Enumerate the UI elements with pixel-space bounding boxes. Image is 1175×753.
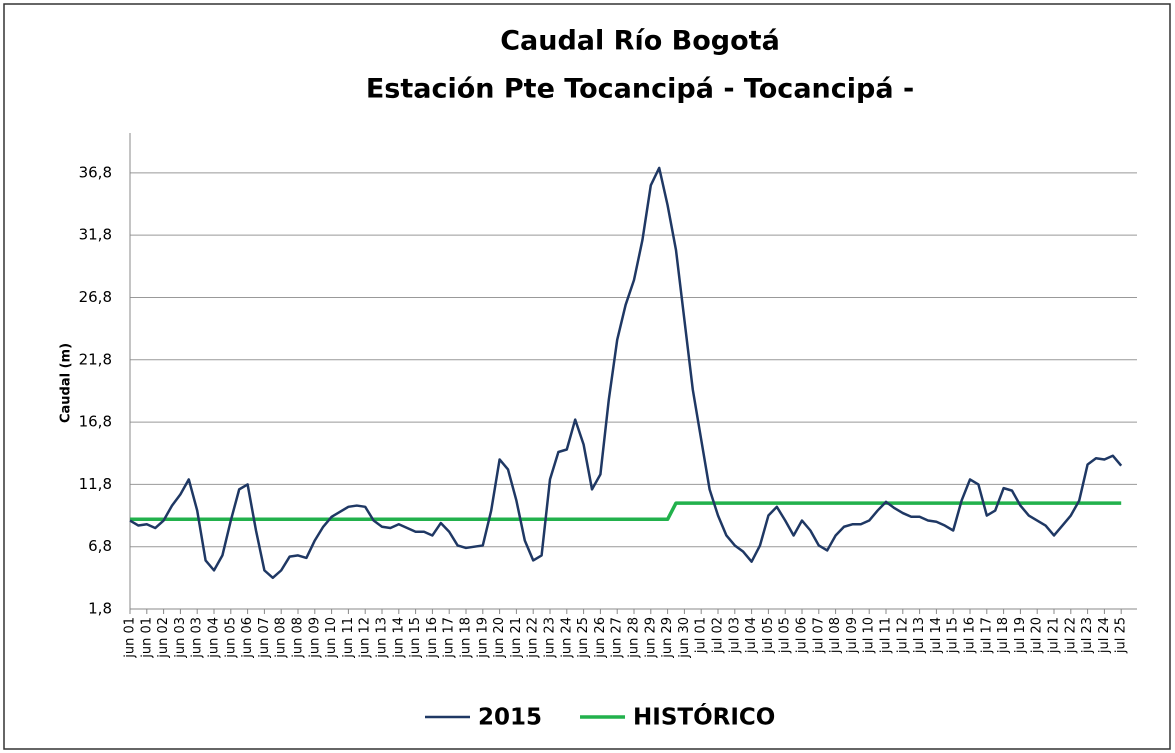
x-tick-label: jun 27 (610, 617, 625, 659)
x-tick-label: jul 25 (1114, 617, 1129, 654)
x-tick-label: jul 19 (1013, 617, 1028, 654)
legend-label: HISTÓRICO (633, 703, 775, 731)
x-tick-label: jun 12 (358, 617, 373, 659)
x-tick-label: jun 20 (492, 617, 507, 659)
x-tick-label: jul 05 (761, 617, 776, 654)
x-tick-label: jul 17 (979, 617, 994, 654)
x-tick-label: jun 21 (509, 617, 524, 659)
x-tick-label: jun 05 (223, 617, 238, 659)
x-tick-label: jun 03 (173, 617, 188, 659)
x-tick-label: jul 20 (1030, 617, 1045, 654)
y-tick-label: 11,8 (79, 475, 112, 493)
x-tick-label: jul 04 (744, 617, 759, 654)
y-tick-label: 31,8 (79, 226, 112, 244)
x-tick-label: jul 09 (845, 617, 860, 654)
x-tick-label: jun 11 (341, 617, 356, 659)
x-tick-label: jun 25 (576, 617, 591, 659)
x-tick-label: jun 10 (324, 617, 339, 659)
x-tick-label: jun 01 (123, 617, 138, 659)
x-tick-label: jul 11 (879, 617, 894, 654)
legend-label: 2015 (478, 705, 542, 731)
x-tick-label: jul 02 (711, 617, 726, 654)
x-tick-label: jul 06 (795, 617, 810, 654)
y-tick-label: 16,8 (79, 413, 112, 431)
x-tick-label: jun 23 (543, 617, 558, 659)
x-tick-label: jul 24 (1097, 617, 1112, 654)
x-tick-label: jul 21 (1047, 617, 1062, 654)
x-tick-label: jun 02 (156, 617, 171, 659)
x-tick-label: jun 24 (559, 617, 574, 659)
x-tick-label: jun 08 (291, 617, 306, 659)
x-tick-label: jul 12 (895, 617, 910, 654)
x-tick-label: jun 13 (375, 617, 390, 659)
x-tick-label: jul 10 (862, 617, 877, 654)
x-tick-label: jul 05 (778, 617, 793, 654)
x-tick-label: jul 13 (912, 617, 927, 654)
x-tick-label: jun 14 (391, 617, 406, 659)
x-tick-label: jun 08 (274, 617, 289, 659)
y-tick-label: 1,8 (88, 600, 112, 618)
x-tick-label: jun 29 (643, 617, 658, 659)
x-tick-label: jun 03 (190, 617, 205, 659)
y-axis-label: Caudal (m) (59, 343, 74, 423)
x-tick-label: jul 08 (828, 617, 843, 654)
x-tick-label: jun 29 (660, 617, 675, 659)
x-tick-label: jun 06 (240, 617, 255, 659)
y-tick-label: 26,8 (79, 288, 112, 306)
y-tick-label: 36,8 (79, 163, 112, 181)
data-line (129, 166, 1123, 580)
x-tick-label: jul 07 (811, 617, 826, 654)
y-tick-label: 6,8 (88, 537, 112, 555)
x-tick-label: jun 28 (627, 617, 642, 659)
x-tick-label: jun 19 (475, 617, 490, 659)
x-tick-label: jun 18 (459, 617, 474, 659)
x-tick-label: jun 15 (408, 617, 423, 659)
x-tick-label: jul 22 (1063, 617, 1078, 654)
x-tick-label: jul 23 (1080, 617, 1095, 654)
x-tick-label: jun 30 (677, 617, 692, 659)
x-tick-label: jun 07 (257, 617, 272, 659)
x-tick-label: jun 09 (307, 617, 322, 659)
x-tick-label: jun 17 (442, 617, 457, 659)
y-tick-label: 21,8 (79, 350, 112, 368)
x-tick-label: jul 18 (996, 617, 1011, 654)
chart-title: Caudal Río Bogotá (500, 26, 780, 57)
x-tick-label: jul 16 (963, 617, 978, 654)
x-tick-label: jul 15 (946, 617, 961, 654)
data-line (130, 501, 1122, 522)
x-tick-label: jun 04 (207, 617, 222, 659)
x-tick-label: jun 22 (526, 617, 541, 659)
x-tick-label: jul 01 (694, 617, 709, 654)
x-tick-label: jun 26 (593, 617, 608, 659)
chart-frame (3, 3, 1171, 750)
x-tick-label: jun 16 (425, 617, 440, 659)
x-tick-label: jul 14 (929, 617, 944, 654)
x-tick-label: jun 01 (139, 617, 154, 659)
x-tick-label: jul 03 (727, 617, 742, 654)
chart-subtitle: Estación Pte Tocancipá - Tocancipá - (366, 74, 914, 105)
